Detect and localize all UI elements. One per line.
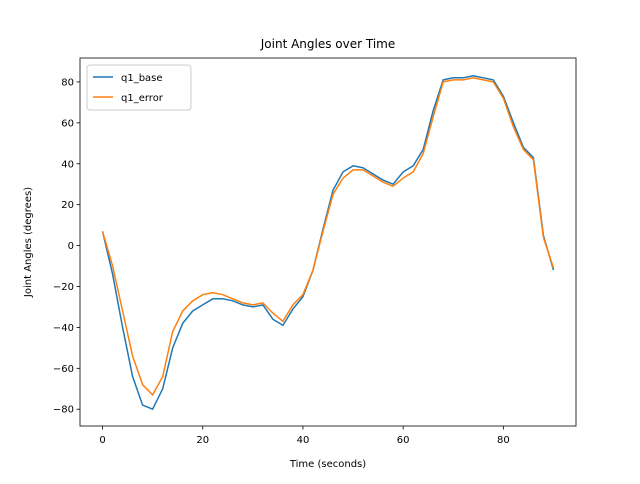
- y-tick-label: 80: [61, 77, 74, 88]
- x-tick-label: 0: [99, 435, 105, 446]
- y-tick-label: 0: [68, 241, 74, 252]
- chart-title: Joint Angles over Time: [260, 37, 396, 51]
- y-tick-label: −20: [53, 282, 74, 293]
- plot-frame: [79, 57, 577, 427]
- legend-label: q1_base: [121, 73, 163, 84]
- x-tick-label: 40: [297, 435, 310, 446]
- y-tick-label: 20: [61, 200, 74, 211]
- legend-label: q1_error: [121, 93, 164, 104]
- y-axis-label: Joint Angles (degrees): [23, 187, 34, 298]
- y-tick-label: −60: [53, 364, 74, 375]
- x-tick-label: 60: [397, 435, 410, 446]
- series-line: [101, 77, 555, 397]
- y-tick-label: 60: [61, 118, 74, 129]
- series-line: [101, 75, 555, 411]
- x-tick-label: 80: [497, 435, 510, 446]
- x-axis-label: Time (seconds): [289, 459, 366, 470]
- y-tick-label: −40: [53, 323, 74, 334]
- y-tick-label: 40: [61, 159, 74, 170]
- y-tick-label: −80: [53, 405, 74, 416]
- x-tick-label: 20: [196, 435, 209, 446]
